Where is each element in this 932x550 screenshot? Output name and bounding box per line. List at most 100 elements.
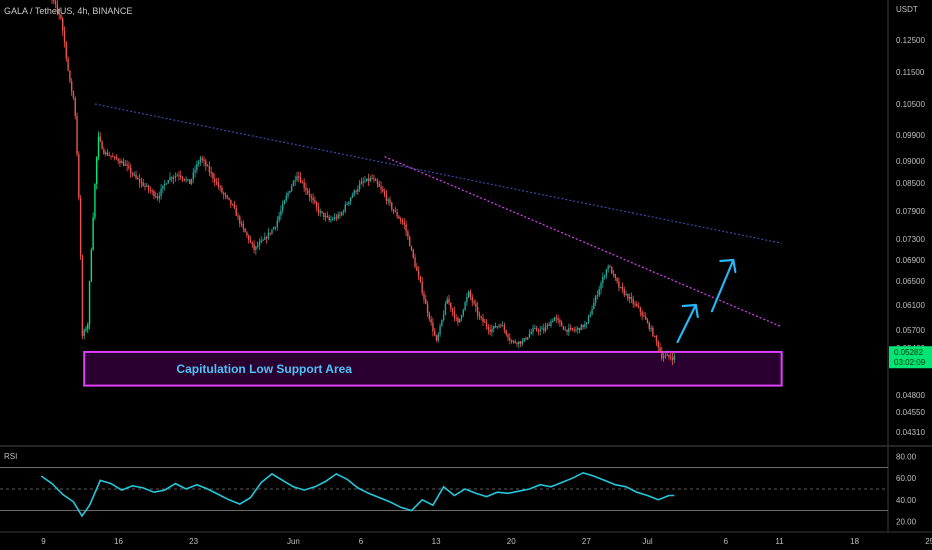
up-arrow bbox=[676, 303, 699, 344]
candle-body bbox=[281, 204, 284, 211]
candle-body bbox=[578, 327, 581, 331]
candle-body bbox=[85, 328, 87, 331]
candle-body bbox=[358, 184, 361, 190]
candle-body bbox=[169, 177, 171, 181]
candle-body bbox=[407, 231, 409, 237]
candle-body bbox=[310, 196, 313, 198]
candle-body bbox=[652, 327, 654, 336]
candle-body bbox=[618, 281, 620, 288]
candle-body bbox=[659, 347, 661, 352]
candle-body bbox=[496, 326, 498, 328]
upper-trendline[interactable] bbox=[94, 103, 782, 244]
price-tick-label: 0.12500 bbox=[896, 36, 925, 45]
candle-body bbox=[265, 237, 268, 239]
candle-body bbox=[167, 180, 169, 184]
candle-body bbox=[580, 324, 583, 331]
candle-body bbox=[426, 304, 429, 313]
candle-body bbox=[584, 324, 586, 328]
candle-body bbox=[396, 212, 398, 217]
time-tick-label: 23 bbox=[189, 537, 198, 546]
candle-body bbox=[328, 217, 330, 221]
time-tick-label: 6 bbox=[724, 537, 729, 546]
price-pane[interactable]: 0.12500 0.11500 0.10500 0.09900 0.09000 0.085… bbox=[4, 0, 932, 446]
candle-body bbox=[446, 299, 448, 304]
candle-body bbox=[242, 223, 245, 229]
candle-body bbox=[546, 324, 549, 327]
candle-body bbox=[416, 266, 418, 271]
price-axis[interactable]: 0.12500 0.11500 0.10500 0.09900 0.09000 0.085… bbox=[896, 36, 925, 437]
candle-body bbox=[262, 239, 264, 241]
candle-body bbox=[591, 309, 593, 315]
candle-body bbox=[174, 176, 177, 178]
time-axis[interactable]: 9 16 23 Jun 6 13 20 27 Jul 6 11 18 25 bbox=[41, 537, 932, 546]
candle-body bbox=[237, 215, 239, 217]
candle-body bbox=[503, 325, 506, 331]
candle-body bbox=[462, 309, 465, 316]
candle-body bbox=[156, 196, 159, 199]
candle-body bbox=[548, 324, 550, 326]
candle-body bbox=[294, 180, 296, 182]
candle-body bbox=[357, 189, 359, 192]
candle-body bbox=[129, 167, 132, 174]
candle-body bbox=[521, 341, 524, 344]
candle-body bbox=[349, 197, 352, 202]
candle-body bbox=[573, 329, 575, 331]
candle-body bbox=[432, 322, 434, 332]
candle-body bbox=[323, 212, 325, 217]
price-tick-label: 0.05700 bbox=[896, 326, 925, 335]
candle-body bbox=[414, 257, 416, 267]
candle-body bbox=[392, 209, 395, 212]
candle-body bbox=[163, 184, 166, 186]
candle-body bbox=[106, 152, 109, 156]
price-tick-label: 0.07300 bbox=[896, 235, 925, 244]
candle-body bbox=[339, 214, 341, 216]
candle-body bbox=[634, 303, 636, 305]
candle-body bbox=[246, 232, 248, 236]
candle-body bbox=[113, 156, 116, 158]
candle-body bbox=[664, 355, 667, 357]
candle-body bbox=[577, 327, 579, 330]
arrow-shaft bbox=[710, 258, 735, 313]
candle-body bbox=[87, 324, 89, 329]
candle-body bbox=[180, 175, 182, 178]
candle-body bbox=[124, 164, 127, 166]
candle-body bbox=[528, 333, 531, 338]
candle-body bbox=[351, 195, 354, 198]
candle-body bbox=[69, 70, 71, 82]
candle-body bbox=[391, 202, 393, 210]
candle-body bbox=[54, 1, 57, 5]
candle-body bbox=[160, 188, 162, 196]
candle-body bbox=[666, 354, 668, 356]
time-tick-label: 20 bbox=[507, 537, 516, 546]
candle-body bbox=[532, 328, 534, 332]
rsi-pane[interactable]: RSI 80.00 60.00 40.00 20.00 bbox=[0, 447, 917, 532]
candle-body bbox=[484, 321, 486, 323]
candlestick-series bbox=[51, 0, 676, 366]
rsi-axis[interactable]: 80.00 60.00 40.00 20.00 bbox=[896, 453, 917, 527]
candle-body bbox=[605, 269, 608, 276]
time-tick-label: 11 bbox=[775, 537, 784, 546]
candle-body bbox=[264, 237, 266, 240]
candle-body bbox=[373, 178, 375, 180]
candle-body bbox=[475, 303, 477, 308]
price-tick-label: 0.09900 bbox=[896, 131, 925, 140]
candle-body bbox=[568, 328, 570, 333]
candle-body bbox=[137, 178, 139, 180]
last-price-value: 0.05282 bbox=[894, 348, 923, 357]
candle-body bbox=[382, 189, 384, 192]
candle-body bbox=[668, 354, 670, 357]
candle-body bbox=[92, 217, 94, 250]
candle-body bbox=[319, 211, 321, 213]
candle-body bbox=[598, 289, 600, 296]
candle-body bbox=[555, 317, 558, 319]
candle-body bbox=[575, 329, 577, 331]
rsi-title: RSI bbox=[4, 452, 17, 461]
candle-body bbox=[119, 160, 121, 164]
candle-body bbox=[369, 178, 372, 181]
candle-body bbox=[389, 199, 391, 203]
price-tick-label: 0.10500 bbox=[896, 100, 925, 109]
candle-body bbox=[609, 266, 611, 268]
candle-body bbox=[70, 81, 73, 92]
candle-body bbox=[582, 324, 584, 328]
